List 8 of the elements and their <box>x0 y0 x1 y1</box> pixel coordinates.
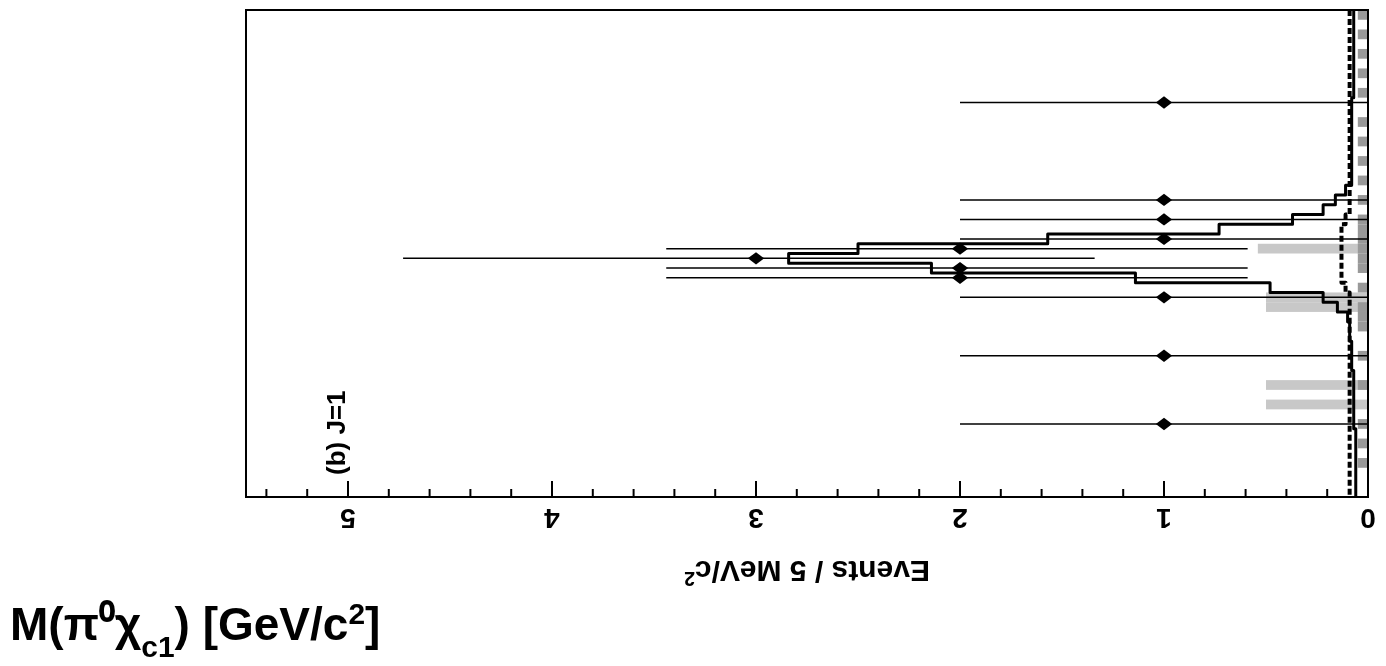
x-tick-label: 5 <box>340 503 356 534</box>
x-tick-label: 2 <box>952 503 968 534</box>
y-axis-title: M(π⁰χ$_{c1}$) [GeV/c$^{2}$] <box>10 596 381 663</box>
x-tick-label: 3 <box>748 503 764 534</box>
x-tick-label: 4 <box>543 503 560 534</box>
x-tick-label: 0 <box>1360 503 1376 534</box>
annotation: (b) J=1 <box>321 390 351 475</box>
x-tick-label: 1 <box>1156 503 1172 534</box>
